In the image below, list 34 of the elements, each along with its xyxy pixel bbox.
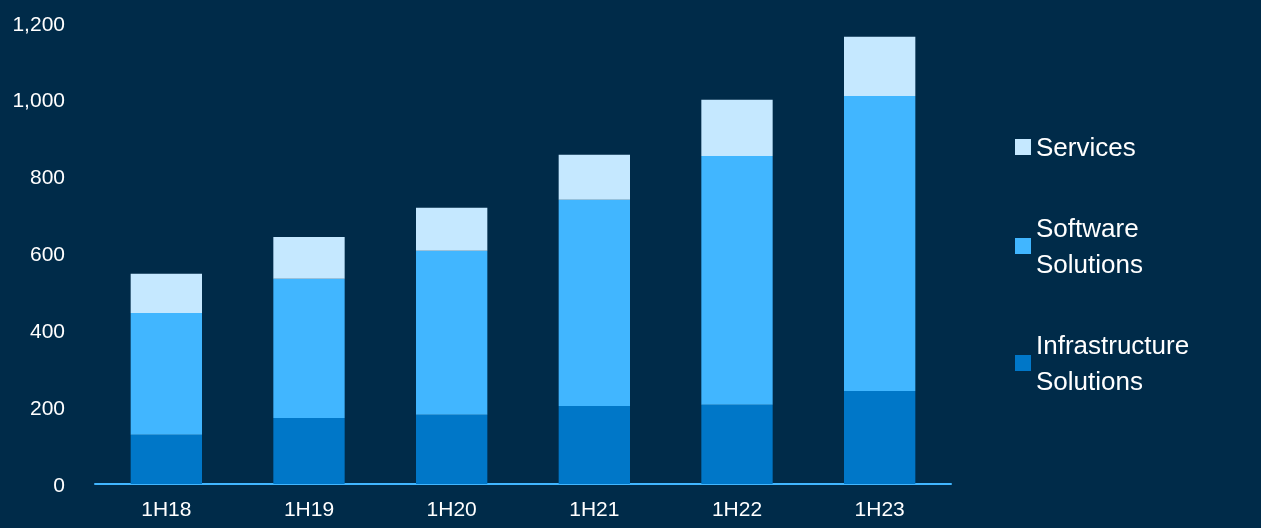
bar xyxy=(416,414,488,484)
x-tick-label: 1H22 xyxy=(711,497,763,520)
x-tick-label: 1H21 xyxy=(569,497,620,520)
y-tick-label: 1,200 xyxy=(12,11,65,35)
legend-label: Software Solutions xyxy=(1036,213,1146,279)
bar xyxy=(130,434,202,484)
bar xyxy=(701,99,773,156)
bar xyxy=(701,155,773,405)
bar xyxy=(416,250,488,415)
legend-label: Infrastructure Solutions xyxy=(1036,330,1197,396)
x-tick-label: 1H20 xyxy=(426,497,477,520)
y-tick-label: 400 xyxy=(29,318,65,342)
y-tick-label: 1,000 xyxy=(12,88,65,112)
bar xyxy=(844,36,916,96)
bar xyxy=(558,154,630,200)
y-tick-label: 0 xyxy=(53,472,65,496)
bar xyxy=(844,391,916,484)
bar xyxy=(273,236,345,279)
bar xyxy=(130,313,202,435)
x-tick-label: 1H23 xyxy=(854,497,905,520)
bar xyxy=(130,273,202,314)
y-tick-label: 200 xyxy=(29,395,65,419)
legend-label: Services xyxy=(1036,132,1136,162)
bar xyxy=(416,207,488,251)
y-tick-label: 600 xyxy=(29,242,65,265)
bar xyxy=(273,278,345,418)
bar xyxy=(701,404,773,484)
x-tick-label: 1H19 xyxy=(283,497,335,520)
bar xyxy=(844,95,916,392)
bar xyxy=(273,417,345,484)
x-tick-label: 1H18 xyxy=(141,497,192,520)
y-tick-label: 800 xyxy=(29,165,65,189)
bar xyxy=(558,406,630,484)
bar xyxy=(558,199,630,407)
